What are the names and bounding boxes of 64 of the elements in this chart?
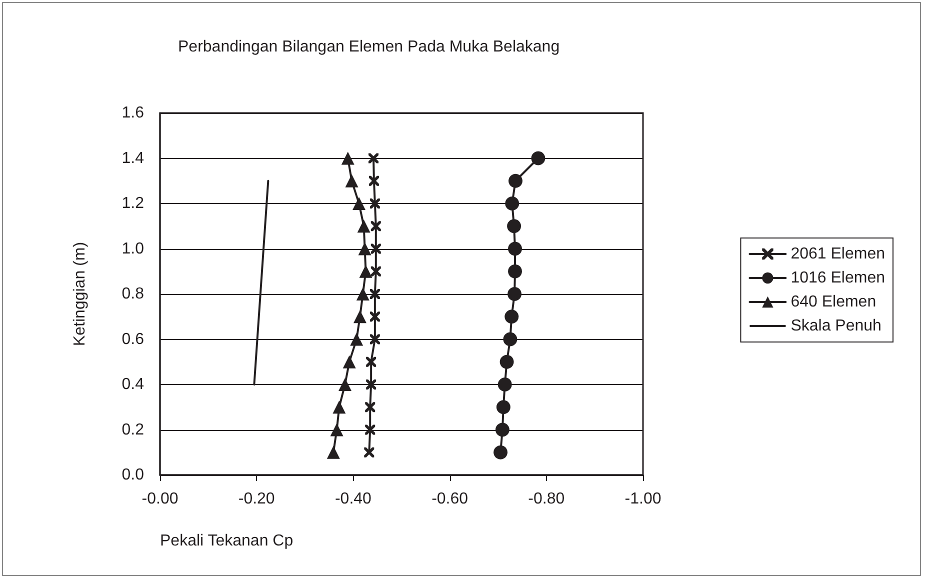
point xyxy=(370,312,380,322)
point xyxy=(341,152,354,165)
y-axis-title: Ketinggian (m) xyxy=(72,242,88,346)
point xyxy=(496,400,510,414)
point xyxy=(350,332,364,346)
point xyxy=(342,355,356,368)
point xyxy=(494,445,508,460)
legend-label: 1016 Elemen xyxy=(790,270,886,286)
point xyxy=(531,151,546,166)
point xyxy=(359,264,372,278)
point xyxy=(503,332,518,346)
point xyxy=(370,289,380,299)
y-tick-label: 0.8 xyxy=(122,286,144,302)
point xyxy=(507,219,522,234)
y-tick-label: 0.6 xyxy=(122,330,144,348)
x-tick-label: -0.20 xyxy=(238,490,275,508)
y-tick-label: 0.4 xyxy=(122,376,144,393)
point xyxy=(352,197,366,210)
point xyxy=(364,447,374,458)
point xyxy=(370,244,381,254)
point xyxy=(353,310,366,324)
point xyxy=(368,153,378,164)
point xyxy=(508,287,522,301)
point xyxy=(370,198,380,208)
point xyxy=(508,264,522,278)
point xyxy=(356,288,370,300)
x-tick-label: -0.60 xyxy=(432,490,468,508)
x-tick-label: -0.40 xyxy=(334,490,372,508)
y-tick-label: 1.2 xyxy=(122,195,144,212)
point xyxy=(365,402,376,412)
point xyxy=(366,380,376,390)
point xyxy=(338,378,352,391)
point xyxy=(368,176,379,186)
legend-label: 640 Elemen xyxy=(790,294,876,310)
point xyxy=(330,423,344,436)
point xyxy=(498,378,512,392)
point xyxy=(508,242,522,256)
point xyxy=(370,221,381,232)
chart-title: Perbandingan Bilangan Elemen Pada Muka Belakang xyxy=(178,38,560,56)
point xyxy=(508,174,522,188)
point xyxy=(358,242,372,256)
point xyxy=(500,354,514,369)
point xyxy=(495,422,510,437)
point xyxy=(505,196,520,210)
point xyxy=(366,356,376,367)
point xyxy=(345,174,358,188)
point xyxy=(332,400,346,414)
point xyxy=(504,310,519,324)
x-tick-label: -0.00 xyxy=(142,490,178,508)
point xyxy=(357,220,370,233)
y-tick-label: 1.0 xyxy=(122,240,144,258)
y-tick-label: 1.6 xyxy=(122,104,144,122)
x-tick-label: -0.80 xyxy=(528,490,565,508)
x-axis-title: Pekali Tekanan Cp xyxy=(160,532,294,550)
point xyxy=(365,424,376,435)
point xyxy=(370,266,381,276)
point xyxy=(370,334,380,344)
y-tick-label: 0.2 xyxy=(122,421,144,438)
x-tick-label: -1.00 xyxy=(624,490,662,508)
legend-label: Skala Penuh xyxy=(790,318,882,334)
y-tick-label: 0.0 xyxy=(122,466,144,484)
point xyxy=(326,446,340,459)
y-tick-label: 1.4 xyxy=(122,150,144,167)
legend-label: 2061 Elemen xyxy=(790,246,886,262)
